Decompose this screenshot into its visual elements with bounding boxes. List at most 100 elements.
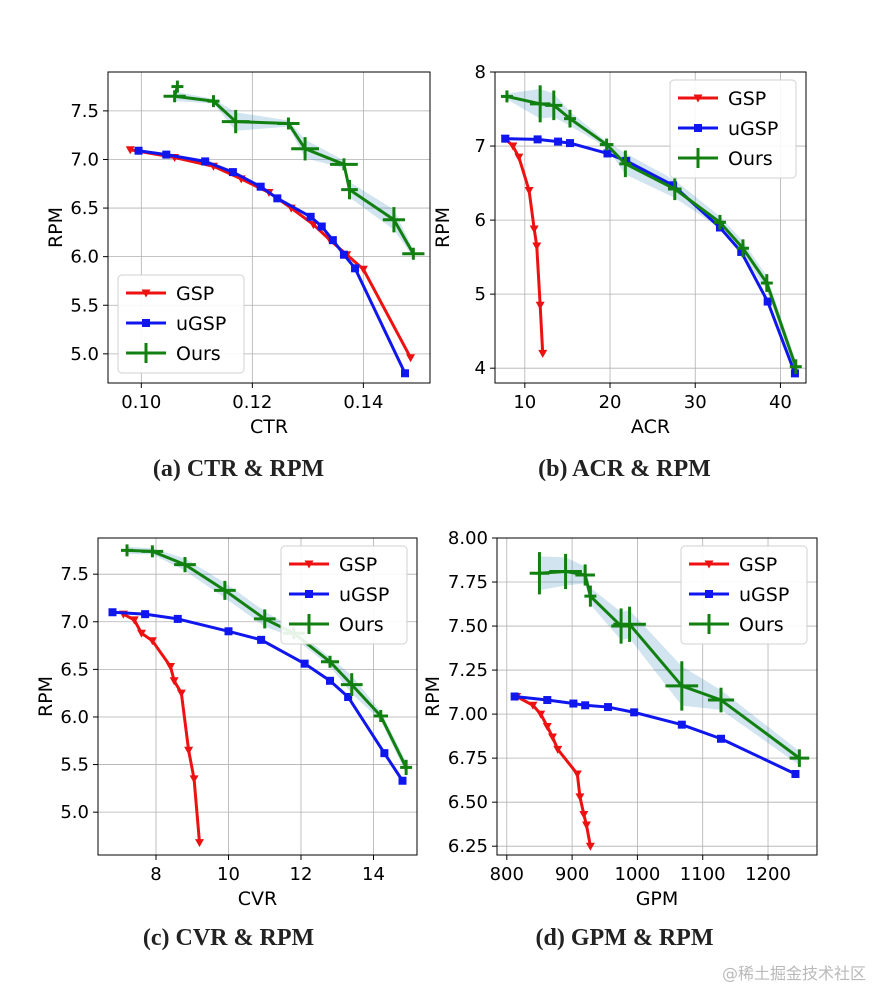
data-point bbox=[760, 274, 773, 292]
data-point bbox=[599, 138, 614, 151]
data-point bbox=[317, 222, 326, 231]
x-tick-label: 12 bbox=[290, 864, 313, 885]
legend-entry-ugsp: uGSP bbox=[689, 584, 789, 606]
series-gsp bbox=[512, 693, 595, 851]
chart-ctr-rpm: 0.10 0.12 0.14 5.0 5.5 6.0 6.5 7.0 7.5 CTR RPM GSP u… bbox=[45, 71, 431, 438]
confidence-band bbox=[174, 82, 414, 258]
data-point bbox=[300, 659, 309, 668]
data-point bbox=[533, 135, 542, 144]
data-point bbox=[330, 158, 358, 171]
data-point bbox=[669, 181, 678, 190]
data-point bbox=[169, 677, 179, 686]
data-point bbox=[528, 701, 538, 710]
data-point bbox=[306, 212, 315, 221]
legend-label: Ours bbox=[728, 148, 773, 170]
legend-entry-ugsp: uGSP bbox=[126, 313, 226, 335]
x-tick-label: 1200 bbox=[745, 864, 791, 885]
data-point bbox=[339, 250, 348, 259]
data-point bbox=[277, 117, 300, 130]
series-ours bbox=[500, 85, 802, 375]
y-axis-label: RPM bbox=[422, 676, 444, 717]
x-axis-label: GPM bbox=[636, 888, 679, 910]
data-point bbox=[171, 80, 184, 93]
legend-marker bbox=[705, 590, 713, 598]
data-point bbox=[581, 701, 590, 710]
y-tick-label: 7 bbox=[475, 136, 486, 157]
data-point bbox=[256, 182, 265, 191]
chart-panel-a: 0.10 0.12 0.14 5.0 5.5 6.0 6.5 7.0 7.5 CTR RPM GSP u… bbox=[0, 0, 437, 440]
data-point bbox=[373, 710, 388, 723]
data-point bbox=[351, 264, 360, 273]
x-tick-label: 1100 bbox=[680, 864, 726, 885]
data-point bbox=[326, 676, 334, 685]
data-point bbox=[542, 722, 552, 731]
data-point bbox=[575, 564, 595, 586]
data-point bbox=[545, 90, 563, 121]
legend-label: Ours bbox=[739, 614, 784, 636]
y-tick-label: 5 bbox=[475, 284, 486, 305]
data-point bbox=[174, 557, 196, 573]
y-tick-label: 7.0 bbox=[60, 612, 89, 633]
data-point bbox=[604, 703, 613, 712]
y-axis-label: RPM bbox=[432, 207, 454, 248]
data-point bbox=[613, 606, 646, 642]
data-point bbox=[584, 585, 597, 607]
legend-marker bbox=[141, 289, 151, 298]
data-point bbox=[529, 552, 550, 595]
x-tick-label: 800 bbox=[490, 864, 524, 885]
data-point bbox=[529, 225, 539, 234]
data-point bbox=[575, 793, 585, 802]
data-point bbox=[344, 692, 353, 701]
caption-a: (a) CTR & RPM bbox=[152, 456, 325, 482]
chart-panel-c: 8 10 12 14 5.0 5.5 6.0 6.5 7.0 7.5 CVR RPM GSP uGSP Ou… bbox=[0, 495, 437, 915]
y-tick-label: 6.0 bbox=[70, 247, 99, 268]
data-point bbox=[569, 699, 578, 708]
series-ugsp bbox=[108, 608, 407, 785]
y-tick-label: 6.75 bbox=[448, 748, 488, 769]
data-point bbox=[207, 95, 220, 108]
data-point bbox=[291, 137, 319, 161]
data-point bbox=[791, 769, 800, 778]
series-ugsp bbox=[134, 146, 410, 378]
data-point bbox=[535, 301, 545, 310]
legend-label: Ours bbox=[339, 614, 384, 636]
data-point bbox=[134, 146, 143, 155]
data-point bbox=[585, 842, 595, 851]
series-line bbox=[173, 86, 415, 255]
data-point bbox=[581, 821, 591, 830]
x-tick-label: 10 bbox=[217, 864, 240, 885]
data-point bbox=[195, 839, 204, 848]
data-point bbox=[713, 214, 726, 230]
data-point bbox=[125, 146, 135, 155]
plot-frame bbox=[107, 71, 431, 384]
data-point bbox=[707, 687, 735, 713]
y-tick-label: 5.0 bbox=[70, 344, 99, 365]
y-tick-label: 6.5 bbox=[70, 198, 99, 219]
x-tick-label: 40 bbox=[769, 392, 792, 413]
data-point bbox=[514, 153, 524, 162]
y-tick-label: 7.75 bbox=[448, 572, 488, 593]
x-tick-label: 10 bbox=[513, 392, 536, 413]
series-line bbox=[122, 612, 201, 843]
legend-label: GSP bbox=[728, 88, 766, 110]
data-point bbox=[221, 109, 250, 134]
data-point bbox=[121, 544, 133, 557]
series-line bbox=[514, 695, 797, 776]
data-point bbox=[563, 109, 576, 128]
chart-gpm-rpm: 800 900 1000 1100 1200 6.25 6.50 6.75 7.00 7.25 7.… bbox=[422, 528, 818, 910]
data-point bbox=[548, 733, 558, 742]
plot-frame bbox=[496, 537, 818, 856]
y-tick-label: 8 bbox=[475, 62, 486, 83]
legend-entry-ugsp: uGSP bbox=[289, 584, 389, 606]
data-point bbox=[667, 177, 682, 201]
data-point bbox=[579, 810, 589, 819]
data-point bbox=[129, 616, 139, 625]
y-tick-label: 4 bbox=[475, 358, 486, 379]
data-point bbox=[273, 194, 282, 203]
chart-panel-d: 800 900 1000 1100 1200 6.25 6.50 6.75 7.00 7.25 7.… bbox=[422, 495, 874, 915]
legend-label: uGSP bbox=[739, 584, 789, 606]
data-point bbox=[328, 236, 337, 245]
data-point bbox=[341, 179, 358, 200]
data-point bbox=[717, 734, 725, 743]
legend-marker bbox=[305, 590, 313, 598]
